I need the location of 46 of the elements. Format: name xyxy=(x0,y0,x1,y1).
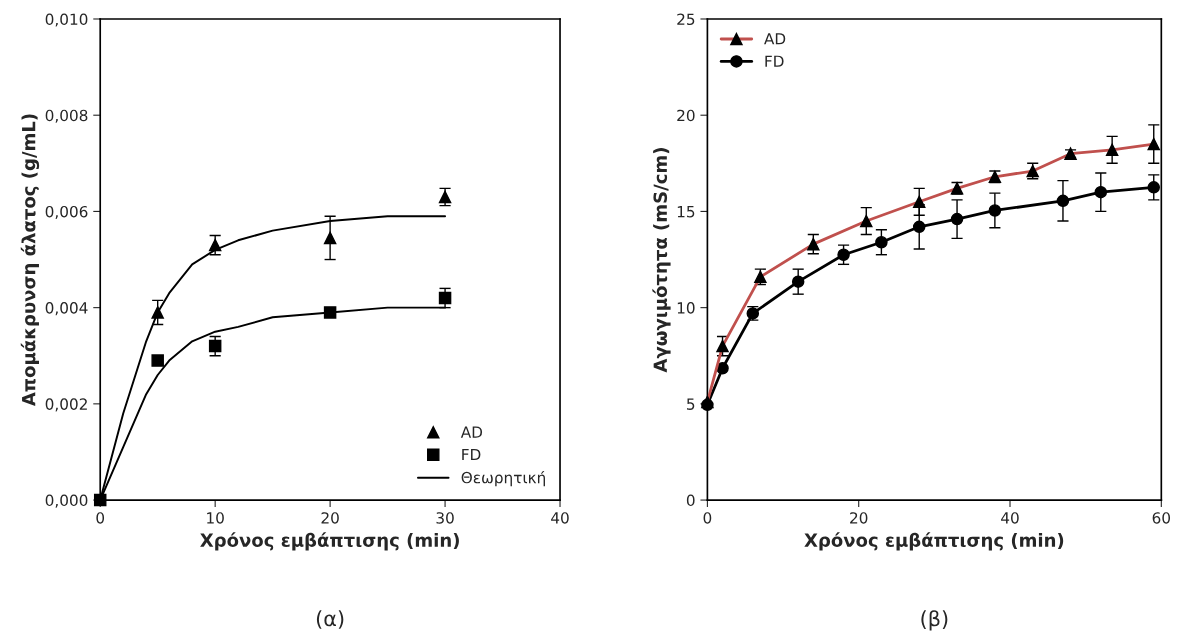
point xyxy=(875,235,888,249)
point xyxy=(912,220,926,234)
y-tick-label: 10 xyxy=(677,302,695,314)
legend-label: AD xyxy=(764,33,786,45)
y-tick-label: 25 xyxy=(677,13,695,26)
legend-label: FD xyxy=(765,55,784,67)
point xyxy=(1056,194,1070,208)
y-tick-label: 5 xyxy=(687,398,695,410)
y-tick-label: 0,000 xyxy=(45,494,88,508)
legend-label: FD xyxy=(462,448,481,461)
point xyxy=(1147,181,1161,194)
y-tick-label: 0,004 xyxy=(45,302,88,316)
point xyxy=(323,231,337,245)
y-tick-label: 0,006 xyxy=(45,205,88,219)
x-tick-label: 60 xyxy=(1152,512,1171,524)
x-tick-label: 0 xyxy=(96,512,105,524)
x-tick-label: 0 xyxy=(703,512,712,524)
point xyxy=(791,275,805,288)
x-tick-label: 10 xyxy=(207,512,224,524)
point xyxy=(988,204,1002,217)
y-tick-label: 0,002 xyxy=(45,398,87,412)
y-tick-label: 20 xyxy=(677,109,695,122)
x-axis-title: Χρόνος εμβάπτισης (min) xyxy=(804,532,1064,551)
x-tick-label: 40 xyxy=(551,512,569,524)
x-tick-label: 20 xyxy=(850,512,868,524)
x-axis-title: Χρόνος εμβάπτισης (min) xyxy=(200,532,459,551)
point xyxy=(837,248,850,261)
y-axis-title: Απομάκρυνση άλατος (g/mL) xyxy=(20,114,40,407)
legend-label: Θεωρητική xyxy=(461,470,545,487)
point xyxy=(151,354,164,367)
point xyxy=(438,291,452,305)
y-axis-title: Αγωγιμότητα (mS/cm) xyxy=(652,148,671,373)
point xyxy=(716,362,729,375)
point xyxy=(950,212,964,226)
x-tick-label: 20 xyxy=(321,512,339,524)
point xyxy=(208,339,222,353)
text: (α) xyxy=(316,610,344,629)
text: (β) xyxy=(921,610,948,631)
point xyxy=(1094,185,1108,199)
x-tick-label: 40 xyxy=(1001,512,1019,524)
y-tick-label: 0,008 xyxy=(45,109,88,123)
y-tick-label: 0 xyxy=(686,494,695,507)
legend-label: AD xyxy=(460,426,483,438)
x-tick-label: 30 xyxy=(436,512,454,524)
y-tick-label: 0,010 xyxy=(45,13,88,27)
y-tick-label: 15 xyxy=(677,206,695,218)
